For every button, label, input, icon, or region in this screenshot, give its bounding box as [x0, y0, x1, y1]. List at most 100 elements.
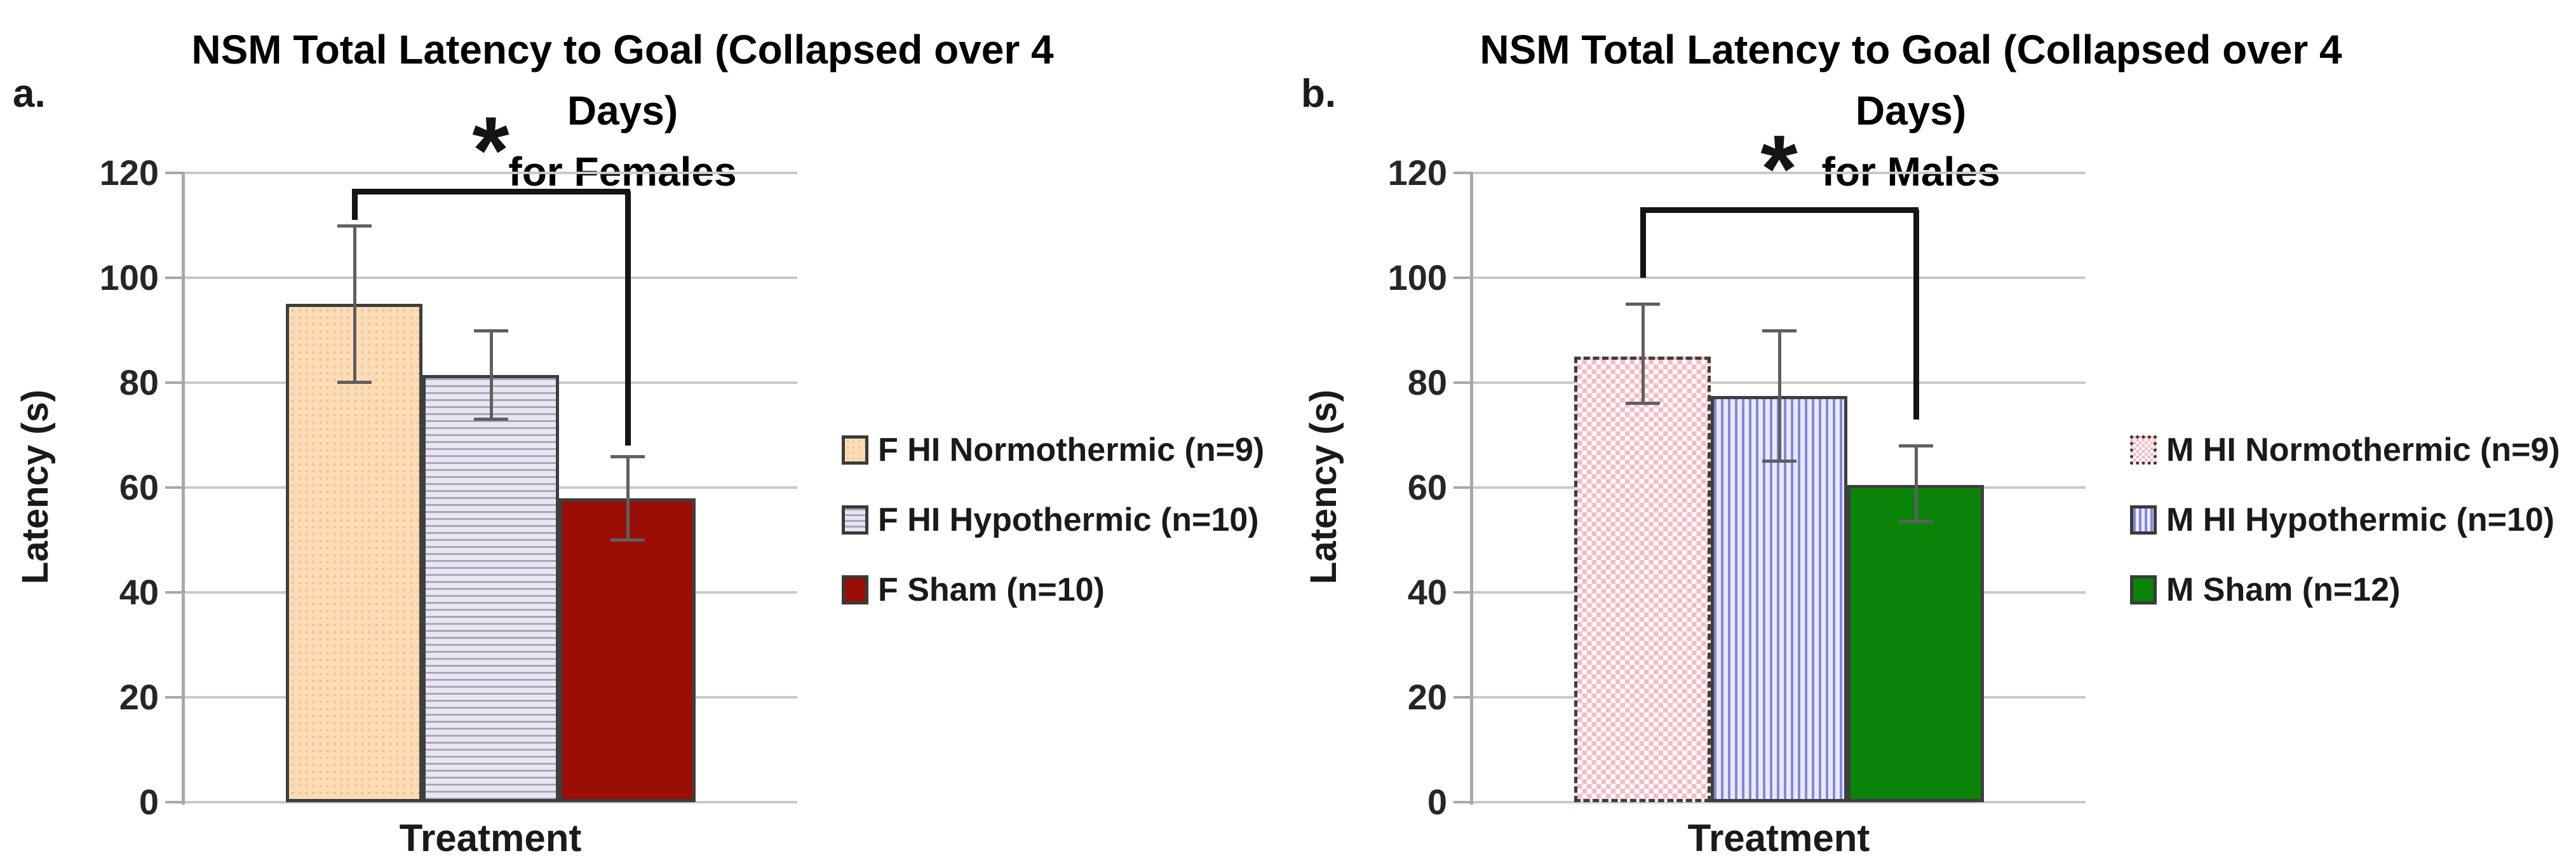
significance-bracket: [1913, 209, 1919, 420]
y-tick-label: 0: [1427, 782, 1447, 822]
y-axis-line: [1470, 173, 1473, 805]
error-bar: [353, 225, 356, 383]
significance-asterisk: *: [472, 96, 509, 203]
legend-swatch-normothermic: [842, 435, 868, 465]
x-axis-label: Treatment: [399, 817, 582, 859]
bar: [1574, 356, 1711, 802]
error-bar: [1641, 304, 1645, 404]
error-bar-cap: [610, 538, 645, 542]
legend-label: F Sham (n=10): [878, 571, 1105, 608]
y-tick-mark: [1453, 801, 1473, 803]
y-tick-label: 40: [1407, 572, 1447, 612]
y-tick-mark: [165, 381, 184, 384]
y-tick-label: 20: [1407, 677, 1447, 717]
bar: [286, 304, 422, 802]
chart-title-line1: NSM Total Latency to Goal (Collapsed ove…: [1480, 27, 2342, 133]
gridline: [1473, 172, 2086, 174]
error-bar: [1914, 446, 1918, 522]
y-tick-mark: [165, 276, 184, 279]
panel-a: a. NSM Total Latency to Goal (Collapsed …: [13, 27, 1264, 859]
y-tick-label: 120: [99, 153, 159, 193]
gridline: [1473, 801, 2086, 803]
y-tick-label: 0: [138, 782, 159, 822]
y-tick-mark: [165, 696, 184, 699]
y-tick-mark: [165, 591, 184, 594]
significance-bracket: [624, 191, 631, 446]
legend-swatch-sham: [2130, 575, 2157, 604]
legend-label: M HI Normothermic (n=9): [2166, 432, 2560, 468]
y-tick-mark: [165, 801, 184, 803]
legend: F HI Normothermic (n=9) F HI Hypothermic…: [842, 432, 1264, 642]
chart-title-line1: NSM Total Latency to Goal (Collapsed ove…: [191, 27, 1054, 133]
error-bar-cap: [610, 454, 645, 458]
chart-title-males: NSM Total Latency to Goal (Collapsed ove…: [1447, 19, 2375, 202]
y-tick-label: 120: [1387, 153, 1447, 193]
panel-b-label: b.: [1301, 72, 1337, 116]
y-tick-label: 40: [119, 572, 159, 612]
legend-item: M Sham (n=12): [2130, 571, 2560, 608]
gridline: [1473, 276, 2086, 279]
significance-bracket: [1640, 209, 1646, 278]
error-bar-cap: [473, 417, 508, 421]
gridline: [184, 276, 797, 279]
significance-asterisk: *: [1760, 114, 1798, 222]
y-tick-mark: [1453, 696, 1473, 699]
x-axis-label: Treatment: [1687, 817, 1870, 859]
bar: [559, 498, 696, 802]
y-tick-mark: [165, 172, 184, 174]
legend-label: M Sham (n=12): [2166, 571, 2401, 608]
y-tick-label: 100: [1387, 257, 1447, 297]
error-bar-cap: [473, 329, 508, 332]
significance-bracket: [351, 188, 630, 195]
error-bar-cap: [1625, 303, 1660, 306]
y-tick-mark: [165, 486, 184, 489]
error-bar-cap: [1762, 459, 1797, 463]
legend: M HI Normothermic (n=9) M HI Hypothermic…: [2130, 432, 2560, 642]
y-tick-mark: [1453, 381, 1473, 384]
significance-bracket: [1640, 207, 1919, 213]
y-axis-label: Latency (s): [1303, 389, 1344, 585]
panel-a-label: a.: [13, 72, 46, 116]
legend-item: F HI Normothermic (n=9): [842, 432, 1264, 468]
legend-swatch-hypothermic: [842, 505, 868, 535]
y-tick-mark: [1453, 486, 1473, 489]
y-tick-mark: [1453, 591, 1473, 594]
y-tick-label: 60: [119, 467, 159, 507]
gridline: [184, 801, 797, 803]
legend-item: F Sham (n=10): [842, 571, 1264, 608]
legend-swatch-hypothermic: [2130, 505, 2157, 535]
y-tick-label: 80: [1407, 362, 1447, 402]
y-tick-label: 20: [119, 677, 159, 717]
y-tick-label: 80: [119, 362, 159, 402]
error-bar-cap: [1762, 329, 1797, 332]
panel-b: b. NSM Total Latency to Goal (Collapsed …: [1288, 0, 2576, 860]
bar: [422, 374, 559, 802]
significance-bracket: [351, 191, 358, 221]
error-bar: [626, 456, 630, 540]
error-bar: [1777, 330, 1781, 461]
y-tick-label: 100: [99, 257, 159, 297]
y-tick-label: 60: [1407, 467, 1447, 507]
bar: [1711, 395, 1847, 802]
plot-area: *: [1453, 121, 2086, 805]
error-bar-cap: [1625, 402, 1660, 405]
gridline: [184, 172, 797, 174]
error-bar-cap: [1898, 519, 1933, 523]
legend-item: M HI Normothermic (n=9): [2130, 432, 2560, 468]
legend-item: F HI Hypothermic (n=10): [842, 502, 1264, 538]
y-tick-mark: [1453, 172, 1473, 174]
legend-label: F HI Hypothermic (n=10): [878, 502, 1259, 538]
plot-area: *: [165, 102, 797, 805]
legend-label: F HI Normothermic (n=9): [878, 432, 1265, 468]
error-bar-cap: [1898, 444, 1933, 447]
legend-item: M HI Hypothermic (n=10): [2130, 502, 2560, 538]
y-axis-label: Latency (s): [15, 389, 56, 585]
legend-swatch-normothermic: [2130, 435, 2157, 465]
legend-swatch-sham: [842, 575, 868, 604]
error-bar-cap: [337, 381, 372, 384]
legend-label: M HI Hypothermic (n=10): [2166, 502, 2555, 538]
y-axis-line: [182, 173, 185, 805]
error-bar: [489, 330, 493, 420]
bar: [1847, 484, 1984, 802]
